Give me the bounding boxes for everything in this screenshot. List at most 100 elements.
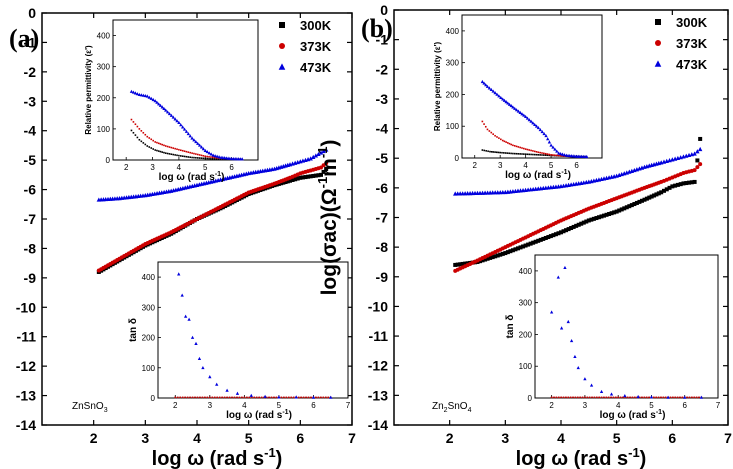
legend-marker	[279, 43, 285, 49]
inset-data-point	[204, 155, 207, 158]
material-label: ZnSnO3	[72, 401, 108, 414]
inset-data-point	[132, 121, 135, 123]
legend: 300K 373K 473K	[654, 15, 708, 72]
x-tick-label: 5	[245, 430, 253, 446]
inset-data-point	[513, 152, 516, 155]
inset-data-point	[218, 396, 221, 399]
data-point	[543, 235, 548, 240]
data-point	[493, 254, 498, 259]
material-label-main: Zn	[432, 401, 444, 412]
inset-y-axis-label: tan δ	[128, 318, 139, 342]
inset-data-point	[485, 150, 487, 152]
inset-data-point	[315, 396, 317, 399]
data-point	[599, 214, 604, 219]
inset-data-point	[591, 396, 593, 399]
inset-data-point	[546, 154, 549, 157]
inset-data-point	[164, 108, 168, 112]
inset-x-tick-label: 5	[649, 401, 654, 410]
inset-data-point	[546, 153, 549, 155]
inset-data-point	[156, 141, 158, 144]
material-label-sub: 2	[444, 407, 448, 414]
data-point	[508, 249, 513, 254]
inset-data-point	[491, 89, 495, 93]
inset-data-point	[223, 396, 226, 399]
inset-data-point	[199, 396, 201, 399]
data-point	[321, 169, 326, 174]
inset-y-tick-label: 300	[142, 303, 156, 312]
inset-data-point	[623, 393, 627, 398]
y-tick-label: -5	[376, 150, 389, 166]
data-point	[681, 181, 686, 186]
inset-data-point	[156, 149, 158, 152]
inset-data-point	[487, 150, 489, 153]
inset-x-axis-label-end: )	[289, 410, 292, 421]
inset-data-point	[194, 396, 196, 399]
inset-data-point	[485, 84, 490, 88]
inset-data-point	[501, 97, 505, 101]
inset-data-point	[521, 147, 523, 149]
inset-data-point	[147, 95, 151, 99]
data-point	[684, 181, 689, 186]
inset-data-point	[317, 396, 320, 399]
inset-data-point	[513, 145, 516, 147]
inset-data-point	[157, 142, 160, 145]
inset-data-point	[183, 150, 186, 152]
inset-data-point	[553, 154, 556, 156]
inset-data-point	[209, 396, 211, 399]
inset-x-tick-label: 5	[203, 163, 208, 172]
inset-data-point	[139, 93, 143, 97]
inset-data-point	[521, 153, 523, 155]
data-point	[602, 213, 607, 218]
inset-data-point	[653, 396, 655, 399]
inset-data-point	[666, 395, 670, 399]
inset-data-point	[150, 138, 153, 141]
x-axis-label-sup: -1	[628, 445, 640, 460]
inset-data-point	[174, 396, 177, 399]
inset-data-point	[484, 125, 487, 128]
inset-data-point	[134, 134, 137, 136]
inset-x-tick-label: 6	[311, 401, 316, 410]
inset-data-point	[196, 157, 199, 159]
inset-x-tick-label: 3	[150, 163, 155, 172]
data-point	[579, 221, 584, 226]
data-point	[656, 191, 661, 196]
inset-data-point	[283, 396, 285, 399]
inset-data-point	[636, 394, 640, 399]
x-tick-label: 2	[90, 430, 98, 446]
inset-data-point	[149, 96, 153, 100]
data-point	[488, 255, 493, 260]
inset-data-point	[161, 143, 164, 146]
data-point	[584, 219, 589, 224]
y-axis-label-end: )	[318, 140, 341, 147]
inset-data-point	[190, 335, 195, 339]
data-point	[654, 192, 659, 197]
data-point	[523, 243, 528, 248]
y-axis-label-sup: -1	[315, 177, 330, 189]
inset-data-point	[645, 396, 648, 399]
y-tick-label: -13	[16, 388, 36, 404]
inset-data-point	[174, 147, 176, 150]
data-point	[458, 262, 463, 267]
inset-data-point	[212, 158, 214, 160]
inset-data-point	[164, 145, 167, 147]
inset-data-point	[542, 131, 546, 136]
inset-data-point	[187, 156, 190, 158]
main-chart-1: 0-1-2-3-4-5-6-7-8-9-10-11-12-13-142 3 4 5 6 7…	[315, 2, 732, 469]
inset-data-point	[153, 99, 157, 103]
inset-data-point	[236, 396, 238, 399]
inset-data-point	[215, 158, 218, 160]
inset-data-point	[193, 152, 195, 155]
inset-x-tick-label: 7	[346, 401, 351, 410]
inset-data-point	[567, 396, 570, 399]
inset-data-point	[548, 153, 551, 156]
inset-data-point	[607, 396, 610, 399]
inset-data-point	[164, 152, 167, 154]
inset-data-point	[484, 83, 488, 87]
inset-data-point	[206, 155, 208, 158]
inset-data-point	[163, 144, 165, 147]
inset-data-point	[534, 124, 539, 128]
inset-y-tick-label: 100	[97, 125, 111, 134]
inset-data-point	[533, 153, 536, 156]
inset-data-point	[246, 396, 248, 399]
inset-data-point	[547, 140, 552, 144]
